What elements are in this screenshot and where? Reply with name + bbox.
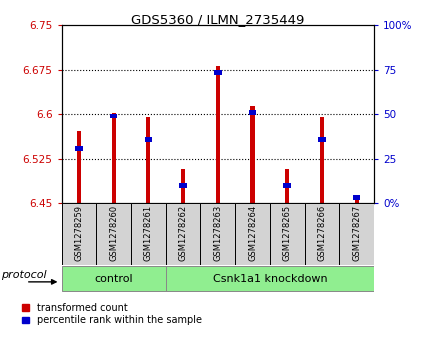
Text: GSM1278266: GSM1278266 bbox=[317, 205, 326, 261]
Bar bbox=[249, 110, 257, 115]
Bar bbox=[77, 131, 81, 203]
Text: GSM1278259: GSM1278259 bbox=[74, 205, 84, 261]
Text: GDS5360 / ILMN_2735449: GDS5360 / ILMN_2735449 bbox=[131, 13, 304, 26]
Text: GSM1278263: GSM1278263 bbox=[213, 205, 222, 261]
Bar bbox=[318, 137, 326, 142]
Text: GSM1278260: GSM1278260 bbox=[109, 205, 118, 261]
FancyBboxPatch shape bbox=[235, 203, 270, 265]
Text: GSM1278261: GSM1278261 bbox=[144, 205, 153, 261]
FancyBboxPatch shape bbox=[131, 203, 166, 265]
Bar bbox=[181, 169, 185, 203]
FancyBboxPatch shape bbox=[339, 203, 374, 265]
Bar bbox=[353, 195, 360, 200]
Text: GSM1278265: GSM1278265 bbox=[283, 205, 292, 261]
Bar bbox=[283, 183, 291, 188]
FancyBboxPatch shape bbox=[166, 266, 374, 291]
Bar bbox=[355, 200, 359, 203]
Bar bbox=[179, 183, 187, 188]
Bar bbox=[146, 117, 150, 203]
FancyBboxPatch shape bbox=[166, 203, 201, 265]
Legend: transformed count, percentile rank within the sample: transformed count, percentile rank withi… bbox=[22, 302, 202, 326]
FancyBboxPatch shape bbox=[201, 203, 235, 265]
Bar bbox=[110, 114, 117, 118]
Text: GSM1278264: GSM1278264 bbox=[248, 205, 257, 261]
FancyBboxPatch shape bbox=[62, 203, 96, 265]
FancyBboxPatch shape bbox=[270, 203, 304, 265]
Bar bbox=[216, 66, 220, 203]
Bar bbox=[250, 106, 255, 203]
Text: Csnk1a1 knockdown: Csnk1a1 knockdown bbox=[213, 274, 327, 284]
Text: control: control bbox=[94, 274, 133, 284]
Bar bbox=[285, 169, 290, 203]
FancyBboxPatch shape bbox=[62, 266, 166, 291]
Bar bbox=[75, 146, 83, 151]
Bar bbox=[112, 113, 116, 203]
FancyBboxPatch shape bbox=[96, 203, 131, 265]
Text: protocol: protocol bbox=[1, 270, 47, 280]
Text: GSM1278262: GSM1278262 bbox=[179, 205, 187, 261]
Text: GSM1278267: GSM1278267 bbox=[352, 205, 361, 261]
Bar bbox=[320, 117, 324, 203]
Bar bbox=[145, 137, 152, 142]
FancyBboxPatch shape bbox=[304, 203, 339, 265]
Bar bbox=[214, 70, 222, 75]
